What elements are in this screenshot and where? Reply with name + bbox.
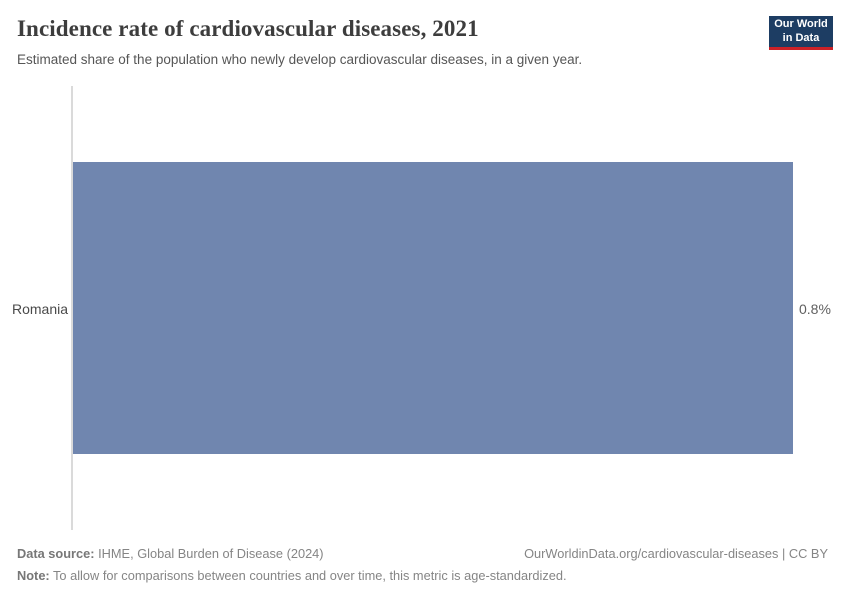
note-text: Note: To allow for comparisons between c… [17,568,828,584]
note-label: Note: [17,568,50,583]
owid-logo-line1: Our World [774,17,828,30]
bar-romania[interactable] [73,162,793,454]
chart-footer: Data source: IHME, Global Burden of Dise… [17,546,828,584]
y-axis-line [71,86,73,530]
owid-logo[interactable]: Our World in Data [769,16,833,50]
owid-url-link[interactable]: OurWorldinData.org/cardiovascular-diseas… [524,546,828,561]
data-source-value: IHME, Global Burden of Disease (2024) [94,546,324,561]
note-value: To allow for comparisons between countri… [49,568,567,583]
bar-entity-label: Romania [11,301,68,317]
bar-value-label: 0.8% [799,301,831,317]
data-source-text: Data source: IHME, Global Burden of Dise… [17,546,324,562]
data-source-label: Data source: [17,546,95,561]
chart-subtitle: Estimated share of the population who ne… [17,52,583,67]
chart-title: Incidence rate of cardiovascular disease… [17,16,479,41]
owid-logo-line2: in Data [782,31,820,44]
